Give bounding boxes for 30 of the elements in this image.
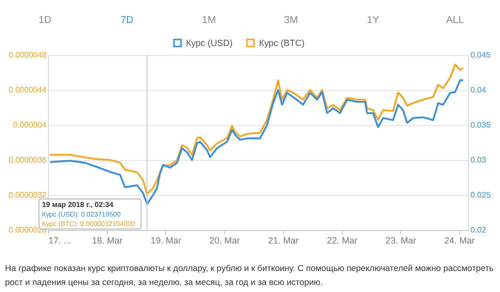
text: На графике показан курс криптовалюты к доллару, к рублю и к биткоину. С помощью переключателей можно рассмотреть рост и падения цены за сегодня, за неделю, за месяц, за год и за всю историю. xyxy=(5,263,494,287)
y2-tick-label: 0.02 xyxy=(470,226,487,234)
y2-tick-label: 0.03 xyxy=(470,156,487,164)
y-tick-label: 0.0000036 xyxy=(8,156,48,164)
y-tick-label: 0.0000028 xyxy=(8,226,48,234)
x-tick-label: 17. ... xyxy=(48,236,72,246)
y-tick-label: 0.0000048 xyxy=(8,50,48,60)
y2-tick-label: 0.045 xyxy=(470,50,492,60)
y2-tick-label: 0.04 xyxy=(470,86,487,94)
y2-tick-label: 0.035 xyxy=(470,120,492,130)
text: 1Y xyxy=(366,15,380,26)
text: 1D xyxy=(38,15,52,26)
legend-label: Курс (USD) xyxy=(186,38,233,48)
text: 1M xyxy=(202,15,216,26)
text: 3M xyxy=(284,15,298,26)
x-tick-label: 24. Mar xyxy=(444,236,475,246)
x-tick-label: 22. Mar xyxy=(326,236,358,246)
legend-label: Курс (BTC) xyxy=(259,38,305,48)
y-tick-label: 0.0000032 xyxy=(8,190,48,200)
line-series xyxy=(49,64,464,196)
y-tick-label: 0.000004 xyxy=(13,120,48,130)
x-tick-label: 21. Mar xyxy=(268,236,299,246)
x-tick-label: 19. Mar xyxy=(150,236,182,246)
y2-tick-label: 0.025 xyxy=(470,190,492,200)
text: ALL xyxy=(446,15,464,26)
text: 7D xyxy=(120,15,134,26)
x-tick-label: 23. Mar xyxy=(386,236,416,246)
x-tick-label: 20. Mar xyxy=(209,236,240,246)
x-tick-label: 18. Mar xyxy=(92,236,122,246)
y-tick-label: 0.0000044 xyxy=(8,86,48,94)
